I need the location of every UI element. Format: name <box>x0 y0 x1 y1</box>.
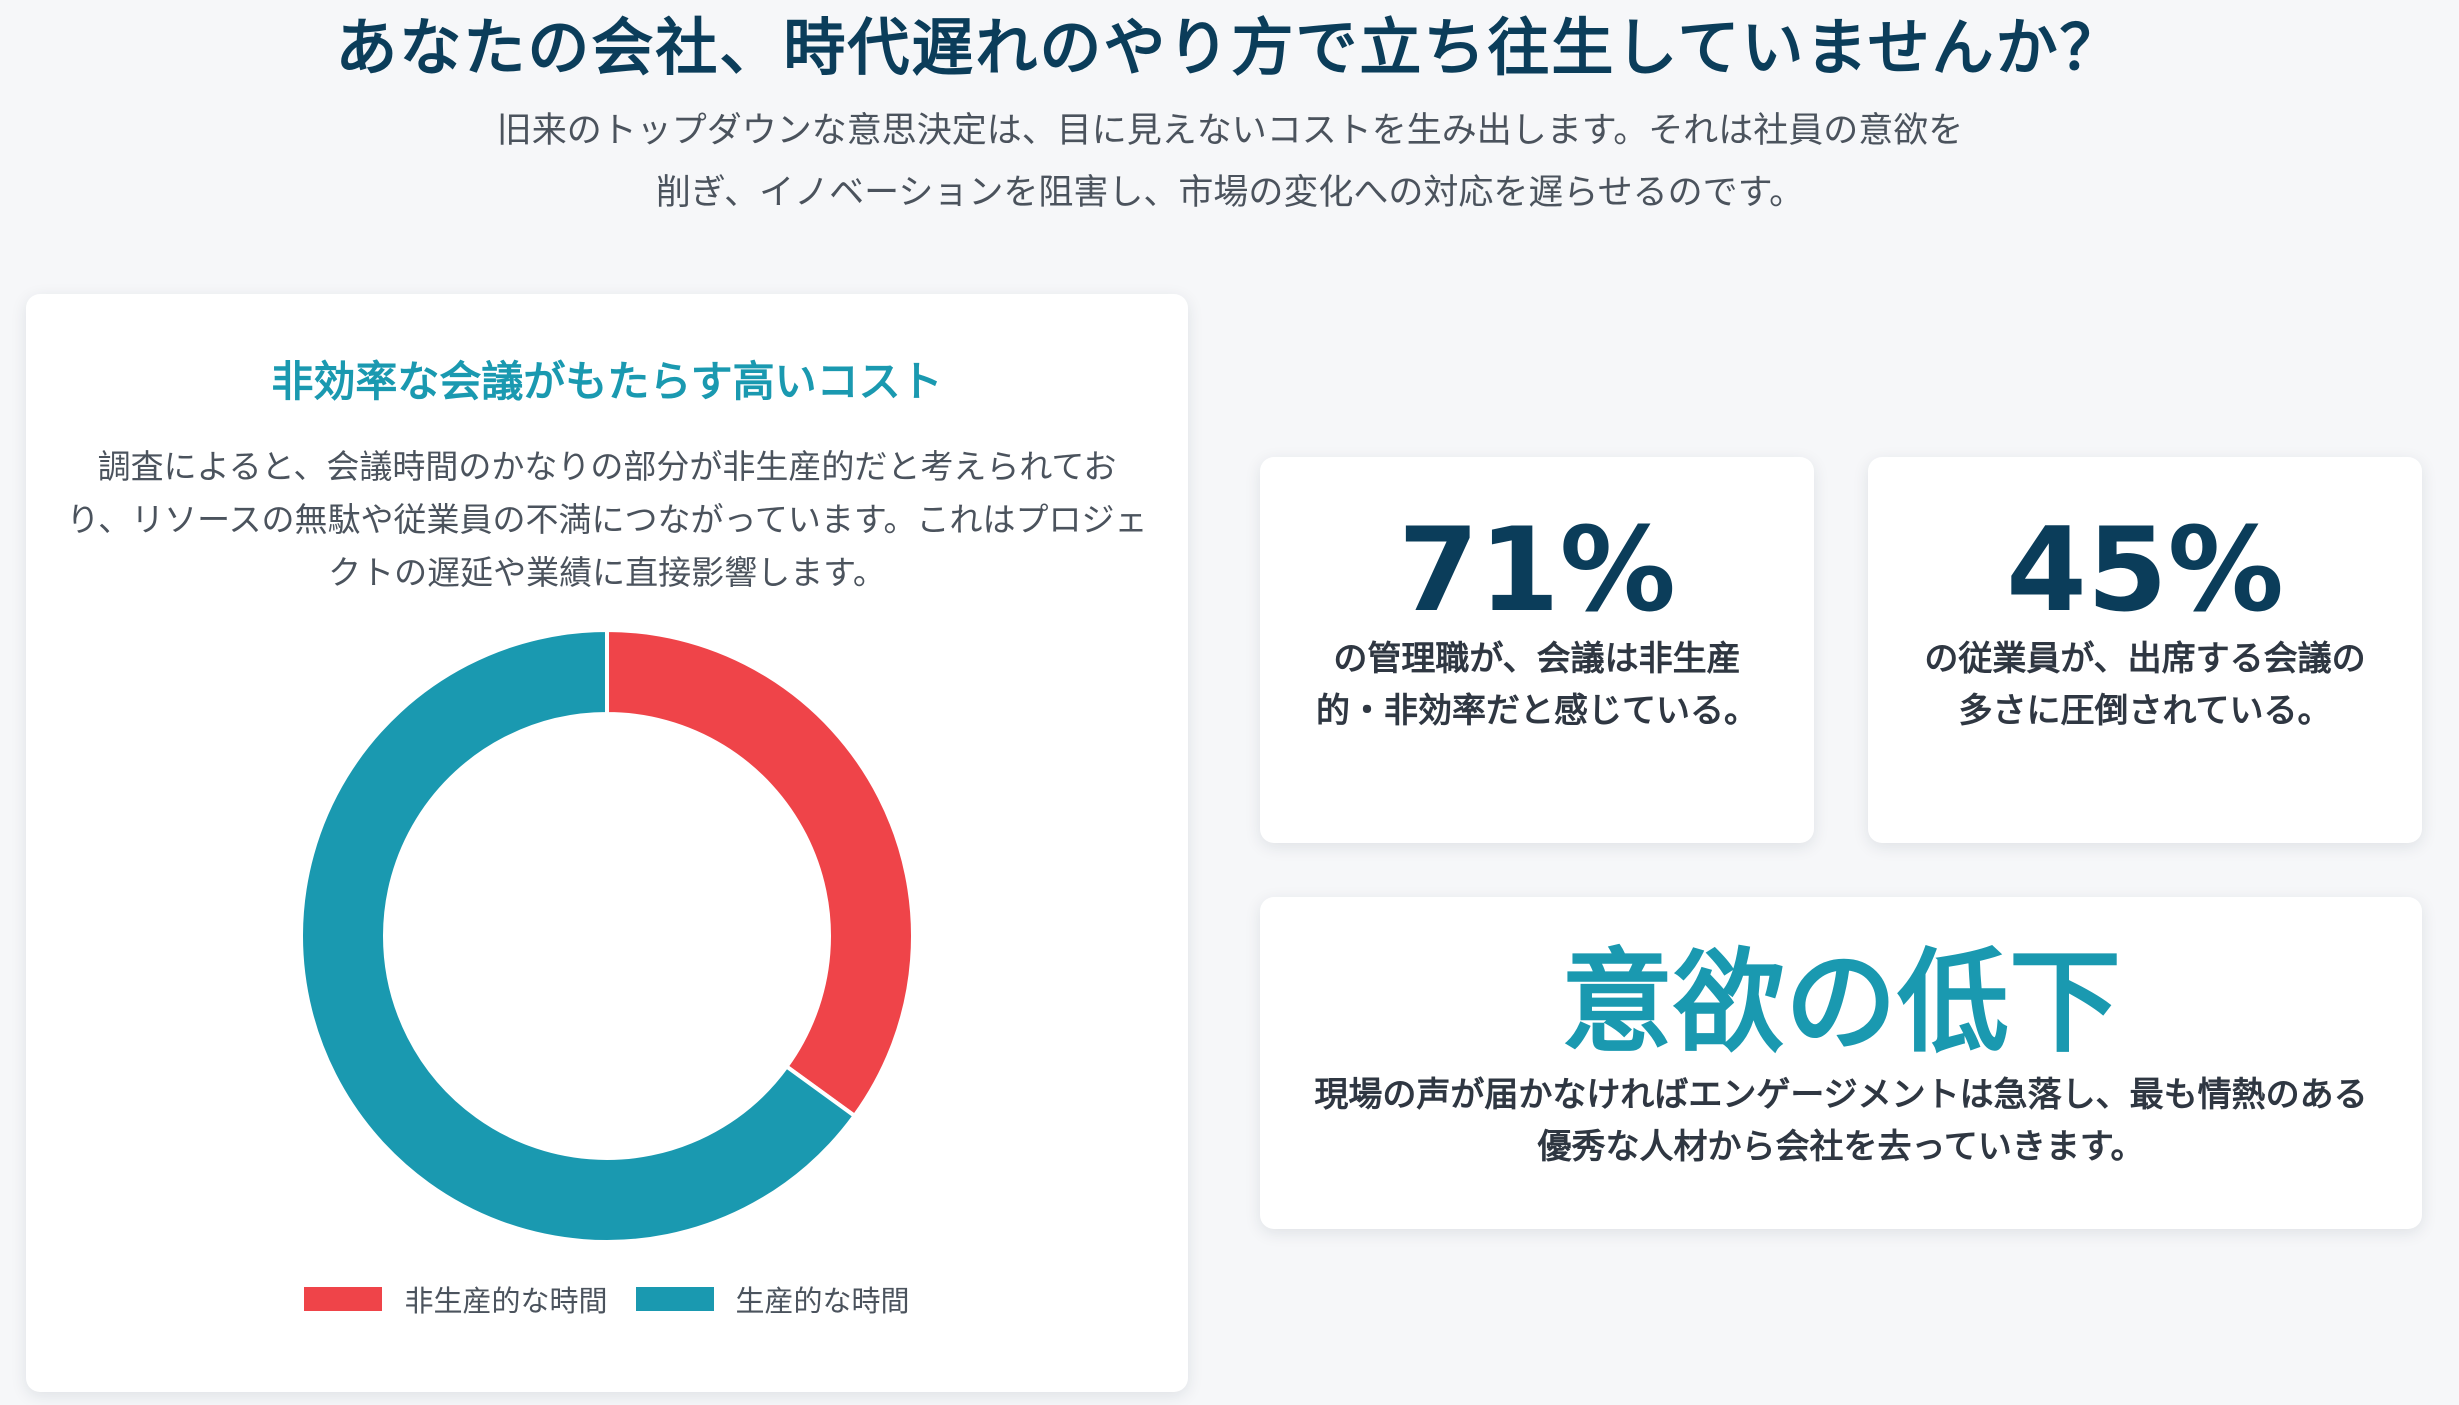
chart-legend: 非生産的な時間 生産的な時間 <box>26 1278 1188 1320</box>
legend-item-productive[interactable]: 生産的な時間 <box>635 1278 910 1320</box>
stat-text-motivation: 現場の声が届かなければエンゲージメントは急落し、最も情熱のある優秀な人材から会社… <box>1314 1075 2368 1167</box>
chart-title: 非効率な会議がもたらす高いコスト <box>271 357 943 406</box>
chart-card: 非効率な会議がもたらす高いコスト 調査によると、会議時間のかなりの部分が非生産的… <box>26 294 1188 1392</box>
chart-description: 調査によると、会議時間のかなりの部分が非生産的だと考えられており、リソースの無駄… <box>66 447 1148 592</box>
lead-line-2: 削ぎ、イノベーションを阻害し、市場の変化への対応を遅らせるのです。 <box>655 173 1805 213</box>
stat-card-managers: 71% の管理職が、会議は非生産的・非効率だと感じている。 <box>1260 457 1814 843</box>
donut-chart <box>299 627 915 1244</box>
legend-item-unproductive[interactable]: 非生産的な時間 <box>304 1278 608 1320</box>
donut-slice-productive[interactable] <box>299 627 858 1244</box>
stat-card-employees: 45% の従業員が、出席する会議の多さに圧倒されている。 <box>1868 457 2422 843</box>
donut-slice-unproductive[interactable] <box>605 627 915 1119</box>
lead-line-1: 旧来のトップダウンな意思決定は、目に見えないコストを生み出します。それは社員の意… <box>496 111 1964 151</box>
stat-card-motivation: 意欲の低下 現場の声が届かなければエンゲージメントは急落し、最も情熱のある優秀な… <box>1260 897 2422 1229</box>
legend-label-unproductive: 非生産的な時間 <box>404 1284 608 1318</box>
legend-swatch-unproductive <box>304 1287 383 1311</box>
stat-value-motivation: 意欲の低下 <box>1561 938 2121 1068</box>
legend-swatch-productive <box>635 1287 714 1311</box>
stat-text-employees: の従業員が、出席する会議の多さに圧倒されている。 <box>1924 639 2366 731</box>
page-title: あなたの会社、時代遅れのやり方で立ち往生していませんか？ <box>335 11 2124 84</box>
legend-label-productive: 生産的な時間 <box>735 1284 910 1318</box>
stat-value-employees: 45% <box>2006 503 2284 638</box>
stat-value-managers: 71% <box>1398 503 1676 638</box>
page-lead: 旧来のトップダウンな意思決定は、目に見えないコストを生み出します。それは社員の意… <box>380 100 2080 224</box>
stat-text-managers: の管理職が、会議は非生産的・非効率だと感じている。 <box>1316 639 1758 731</box>
